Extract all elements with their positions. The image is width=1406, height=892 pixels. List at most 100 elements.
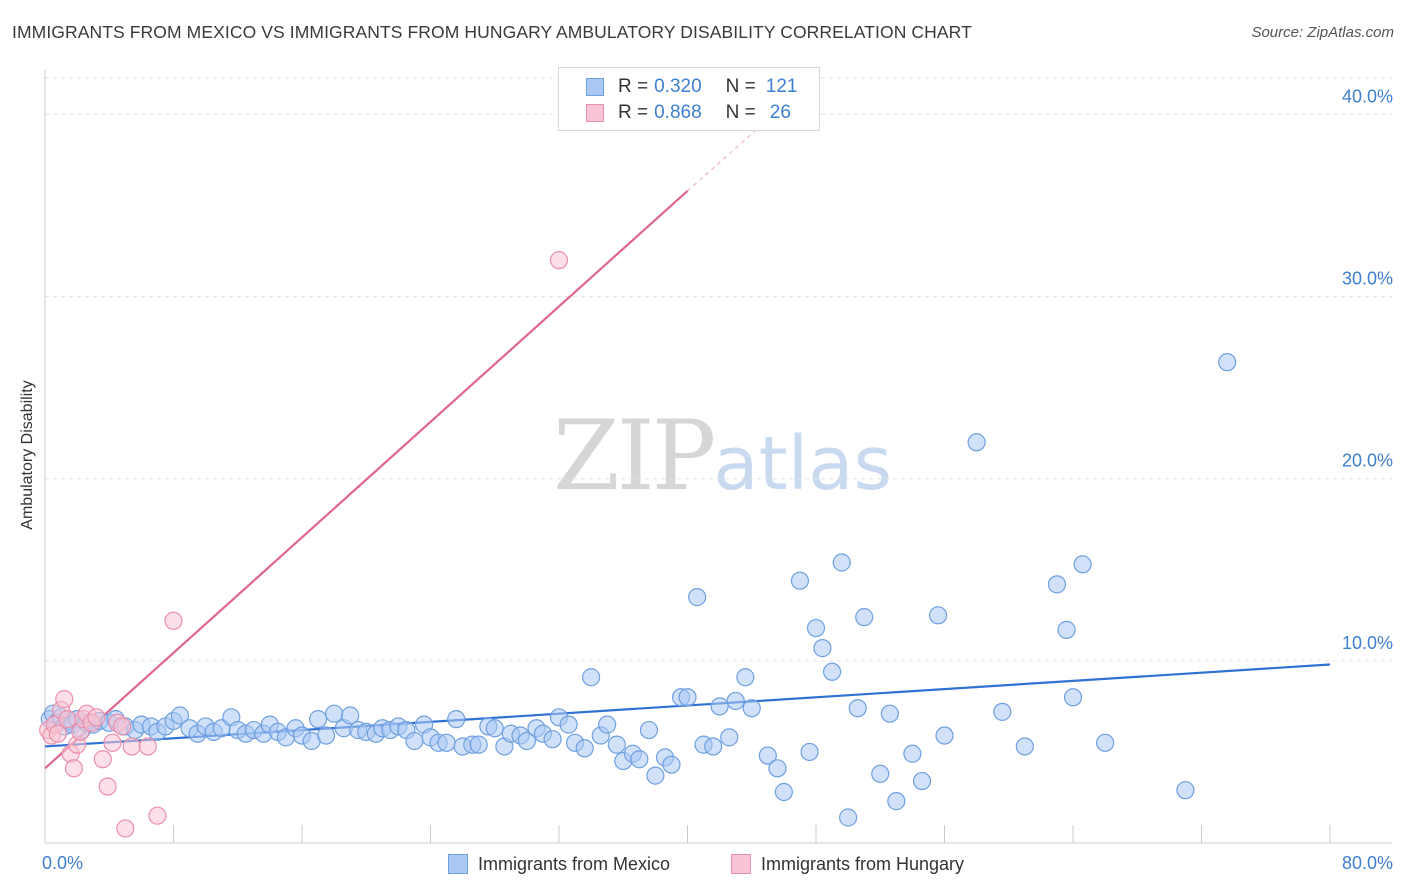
data-point [138,737,157,756]
data-point [967,433,986,452]
correlation-legend: R = 0.320 N = 121 R = 0.868 N = 26 [558,67,820,131]
data-point [112,717,132,736]
legend-n-value: 26 [769,102,791,123]
data-point [639,720,659,740]
data-point [768,759,787,778]
data-point [447,710,466,729]
data-point [598,715,617,734]
data-point [758,746,777,765]
y-tick-label: 40.0% [1342,86,1393,106]
data-point [887,792,906,811]
data-point [98,777,117,796]
bottom-legend-label-hungary: Immigrants from Hungary [761,853,965,874]
data-point [912,771,932,791]
data-point [485,719,504,738]
trend-lines [44,104,1331,770]
data-point [813,639,832,658]
y-tick-label: 20.0% [1342,451,1393,471]
legend-n-label: N = [725,102,756,123]
data-point [341,706,360,725]
data-point [1015,737,1034,756]
bottom-legend-hungary: Immigrants from Hungary [731,852,964,876]
data-point [543,730,562,749]
data-point [848,699,867,718]
watermark: ZIPatlas [553,400,892,512]
y-tick-label: 10.0% [1342,633,1393,653]
data-point [662,755,681,774]
bottom-legend-swatch-hungary [731,854,751,874]
data-point [405,731,424,751]
legend-row-mexico: R = 0.320 N = 121 [559,74,797,100]
data-point [64,759,84,778]
data-point [1073,555,1092,574]
data-point [720,728,739,747]
watermark-zip: ZIP [553,400,716,512]
data-point [148,806,167,825]
legend-swatch-hungary [586,104,604,122]
data-point [93,750,112,769]
data-point [170,706,190,725]
data-point [116,819,135,838]
data-point [855,608,874,627]
tick-labels: 10.0% 20.0% 30.0% 40.0% 0.0% 80.0% [42,86,1393,873]
data-point [630,750,649,769]
data-point [316,726,336,745]
data-point [736,668,755,687]
data-point [549,251,569,270]
data-point [58,710,77,729]
data-point [1063,688,1083,707]
data-point [122,737,141,756]
legend-row-hungary: R = 0.868 N = 26 [559,100,791,126]
data-point [437,733,456,752]
data-point [839,808,858,827]
data-point [582,668,601,687]
x-tick-label-end: 80.0% [1342,853,1393,873]
data-point [1057,620,1076,639]
data-point [678,688,697,707]
data-point [688,588,707,607]
data-point [559,715,578,734]
bottom-legend-swatch-mexico [448,854,468,874]
data-point [575,739,594,758]
data-point [704,737,723,756]
data-point [774,782,793,802]
legend-n-value: 121 [765,76,798,97]
data-point [517,731,536,751]
series-mexico [40,353,1237,827]
data-point [806,618,826,638]
y-tick-label: 30.0% [1342,269,1393,289]
gridlines [45,77,1392,662]
data-points [39,251,1237,838]
data-point [48,724,67,743]
data-point [822,662,842,681]
data-point [103,733,122,752]
data-point [469,735,488,754]
data-point [903,744,922,763]
data-point [646,766,665,785]
bottom-legend-mexico: Immigrants from Mexico [448,852,670,876]
data-point [1176,781,1195,800]
data-point [710,697,729,716]
data-point [790,571,810,590]
data-point [726,691,745,711]
data-point [87,708,106,727]
legend-r-label: R = [618,76,649,97]
chart-source: Source: ZipAtlas.com [1251,24,1394,41]
data-point [800,742,819,762]
data-point [607,735,626,754]
legend-r-value: 0.868 [654,102,702,123]
data-point [871,764,890,783]
data-point [55,690,74,709]
legend-r-label: R = [618,102,649,123]
data-point [308,710,328,729]
legend-swatch-mexico [586,78,604,96]
data-point [1047,575,1067,594]
bottom-legend-label-mexico: Immigrants from Mexico [478,853,671,874]
watermark-atlas: atlas [713,421,893,507]
data-point [993,702,1012,721]
legend-r-value: 0.320 [654,76,702,97]
data-point [1218,353,1237,372]
trend-line-hungary [44,190,689,770]
data-point [832,553,851,572]
